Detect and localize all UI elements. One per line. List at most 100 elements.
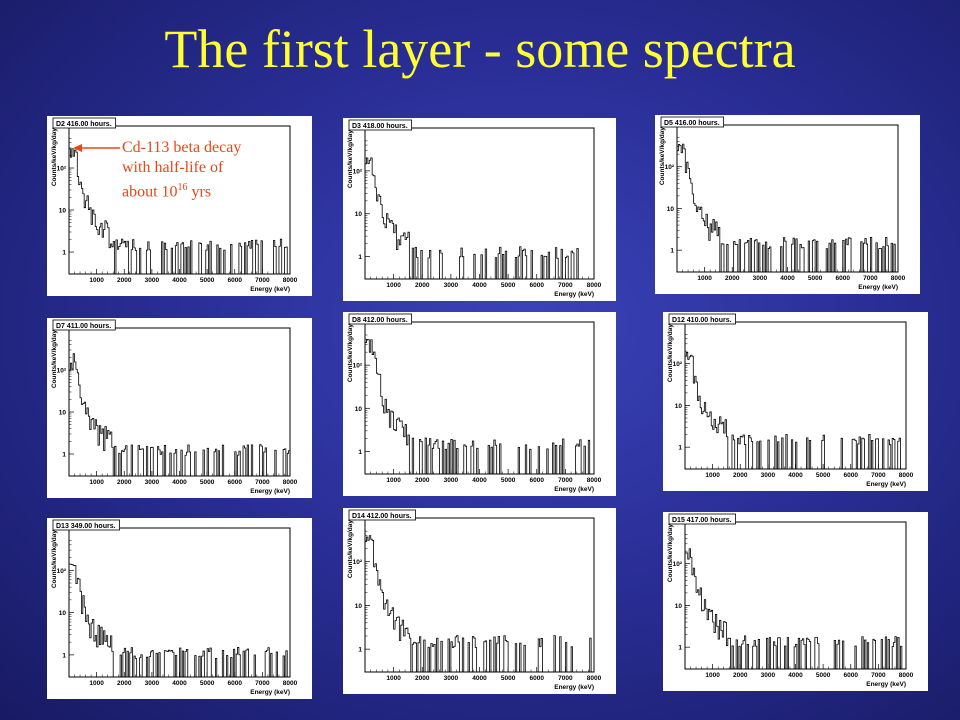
y-tick-label: 10² bbox=[353, 363, 363, 370]
x-tick-label: 6000 bbox=[530, 282, 545, 289]
y-axis-label: Counts/keV/kg/day bbox=[347, 130, 354, 189]
x-tick-label: 8000 bbox=[587, 477, 602, 484]
histogram-line bbox=[684, 548, 906, 670]
x-tick-label: 1000 bbox=[697, 275, 712, 282]
x-axis-label: Energy (keV) bbox=[554, 291, 594, 298]
x-tick-label: 5000 bbox=[200, 277, 215, 284]
spectrum-svg: D8 412.00 hours. 1000 2000 3000 4000 5000 6000… bbox=[347, 313, 602, 493]
spectrum-svg: D13 349.00 hours. 1000 2000 3000 4000 5000 600… bbox=[51, 519, 298, 696]
x-axis-label: Energy (keV) bbox=[250, 488, 290, 495]
annotation-line-1: Cd-113 beta decay bbox=[122, 139, 242, 156]
x-tick-label: 3000 bbox=[761, 472, 776, 479]
y-tick-label: 10² bbox=[665, 164, 675, 171]
x-tick-label: 2000 bbox=[117, 277, 132, 284]
title-box bbox=[52, 319, 116, 331]
spectrum-panel-d5: D5 416.00 hours. 1000 2000 3000 4000 5000 6000… bbox=[655, 115, 920, 294]
title-box bbox=[668, 513, 736, 525]
x-tick-label: 5000 bbox=[816, 672, 831, 679]
histogram-line bbox=[68, 563, 290, 678]
spectrum-panel-d13: D13 349.00 hours. 1000 2000 3000 4000 5000 600… bbox=[47, 518, 312, 699]
y-tick-label: 1 bbox=[358, 647, 362, 654]
y-tick-label: 10 bbox=[59, 410, 67, 417]
x-tick-label: 8000 bbox=[283, 277, 298, 284]
x-tick-label: 4000 bbox=[472, 675, 487, 682]
title-box bbox=[348, 509, 416, 521]
x-tick-label: 2000 bbox=[733, 672, 748, 679]
spectrum-panel-d12: D12 410.00 hours. 1000 2000 3000 4000 5000 600… bbox=[663, 312, 928, 491]
x-tick-label: 4000 bbox=[780, 275, 795, 282]
y-axis-label: Counts/keV/kg/day bbox=[667, 524, 674, 583]
histogram-line bbox=[68, 148, 290, 275]
x-axis-label: Energy (keV) bbox=[250, 286, 290, 293]
x-tick-label: 3000 bbox=[145, 479, 160, 486]
x-tick-label: 5000 bbox=[501, 477, 516, 484]
spectrum-panel-d7: D7 411.00 hours. 1000 2000 3000 4000 5000 6000… bbox=[47, 318, 312, 498]
y-tick-label: 10² bbox=[57, 368, 67, 375]
x-tick-label: 3000 bbox=[444, 675, 459, 682]
y-axis-label: Counts/keV/kg/day bbox=[347, 520, 354, 579]
title-box bbox=[348, 313, 413, 325]
spectrum-svg: D5 416.00 hours. 1000 2000 3000 4000 5000 6000… bbox=[659, 116, 906, 291]
chart-title: D7 411.00 hours. bbox=[56, 323, 111, 330]
y-tick-label: 10 bbox=[59, 610, 67, 617]
x-tick-label: 1000 bbox=[89, 680, 104, 687]
y-tick-label: 1 bbox=[358, 254, 362, 261]
x-tick-label: 7000 bbox=[255, 680, 270, 687]
y-tick-label: 1 bbox=[358, 449, 362, 456]
x-tick-label: 1000 bbox=[705, 672, 720, 679]
title-box bbox=[660, 116, 725, 128]
x-tick-label: 6000 bbox=[844, 472, 859, 479]
x-tick-label: 6000 bbox=[228, 479, 243, 486]
spectrum-svg: D7 411.00 hours. 1000 2000 3000 4000 5000 6000… bbox=[51, 319, 298, 495]
x-tick-label: 6000 bbox=[228, 277, 243, 284]
x-tick-label: 8000 bbox=[283, 479, 298, 486]
y-tick-label: 10 bbox=[675, 403, 683, 410]
x-tick-label: 4000 bbox=[472, 282, 487, 289]
chart-title: D12 410.00 hours. bbox=[672, 317, 732, 324]
x-tick-label: 6000 bbox=[844, 672, 859, 679]
x-tick-label: 1000 bbox=[386, 282, 401, 289]
y-tick-label: 10² bbox=[57, 166, 67, 173]
spectrum-svg: D12 410.00 hours. 1000 2000 3000 4000 5000 600… bbox=[667, 313, 914, 488]
y-tick-label: 1 bbox=[62, 250, 66, 257]
spectrum-panel-d15: D15 417.00 hours. 1000 2000 3000 4000 5000 600… bbox=[663, 512, 928, 691]
annotation-exponent: 16 bbox=[177, 182, 188, 193]
y-axis-label: Counts/keV/kg/day bbox=[51, 530, 58, 589]
chart-title: D8 412.00 hours. bbox=[352, 317, 408, 324]
x-tick-label: 1000 bbox=[705, 472, 720, 479]
x-tick-label: 5000 bbox=[501, 282, 516, 289]
x-tick-label: 5000 bbox=[816, 472, 831, 479]
chart-title: D3 418.00 hours. bbox=[352, 123, 408, 130]
x-tick-label: 3000 bbox=[145, 277, 160, 284]
title-box bbox=[52, 117, 117, 129]
x-tick-label: 5000 bbox=[200, 479, 215, 486]
y-axis-label: Counts/keV/kg/day bbox=[51, 128, 58, 187]
annotation-line-2: with half-life of bbox=[122, 159, 224, 176]
x-tick-label: 3000 bbox=[444, 477, 459, 484]
x-tick-label: 8000 bbox=[587, 282, 602, 289]
x-tick-label: 8000 bbox=[587, 675, 602, 682]
histogram-line bbox=[684, 352, 906, 470]
x-tick-label: 4000 bbox=[172, 680, 187, 687]
y-tick-label: 10² bbox=[353, 168, 363, 175]
x-axis-label: Energy (keV) bbox=[554, 684, 594, 691]
y-tick-label: 10² bbox=[353, 559, 363, 566]
x-tick-label: 8000 bbox=[891, 275, 906, 282]
x-tick-label: 4000 bbox=[788, 472, 803, 479]
histogram-line bbox=[364, 157, 594, 280]
x-tick-label: 2000 bbox=[733, 472, 748, 479]
x-tick-label: 1000 bbox=[386, 675, 401, 682]
y-tick-label: 10² bbox=[673, 561, 683, 568]
x-tick-label: 4000 bbox=[788, 672, 803, 679]
x-axis-label: Energy (keV) bbox=[554, 486, 594, 493]
slide-title: The first layer - some spectra bbox=[164, 19, 796, 79]
y-axis-label: Counts/keV/kg/day bbox=[667, 324, 674, 383]
x-tick-label: 3000 bbox=[145, 680, 160, 687]
x-axis-label: Energy (keV) bbox=[250, 689, 290, 696]
y-tick-label: 10 bbox=[355, 211, 363, 218]
y-tick-label: 10² bbox=[57, 568, 67, 575]
y-tick-label: 10 bbox=[355, 603, 363, 610]
x-tick-label: 1000 bbox=[89, 277, 104, 284]
x-axis-label: Energy (keV) bbox=[858, 284, 898, 291]
